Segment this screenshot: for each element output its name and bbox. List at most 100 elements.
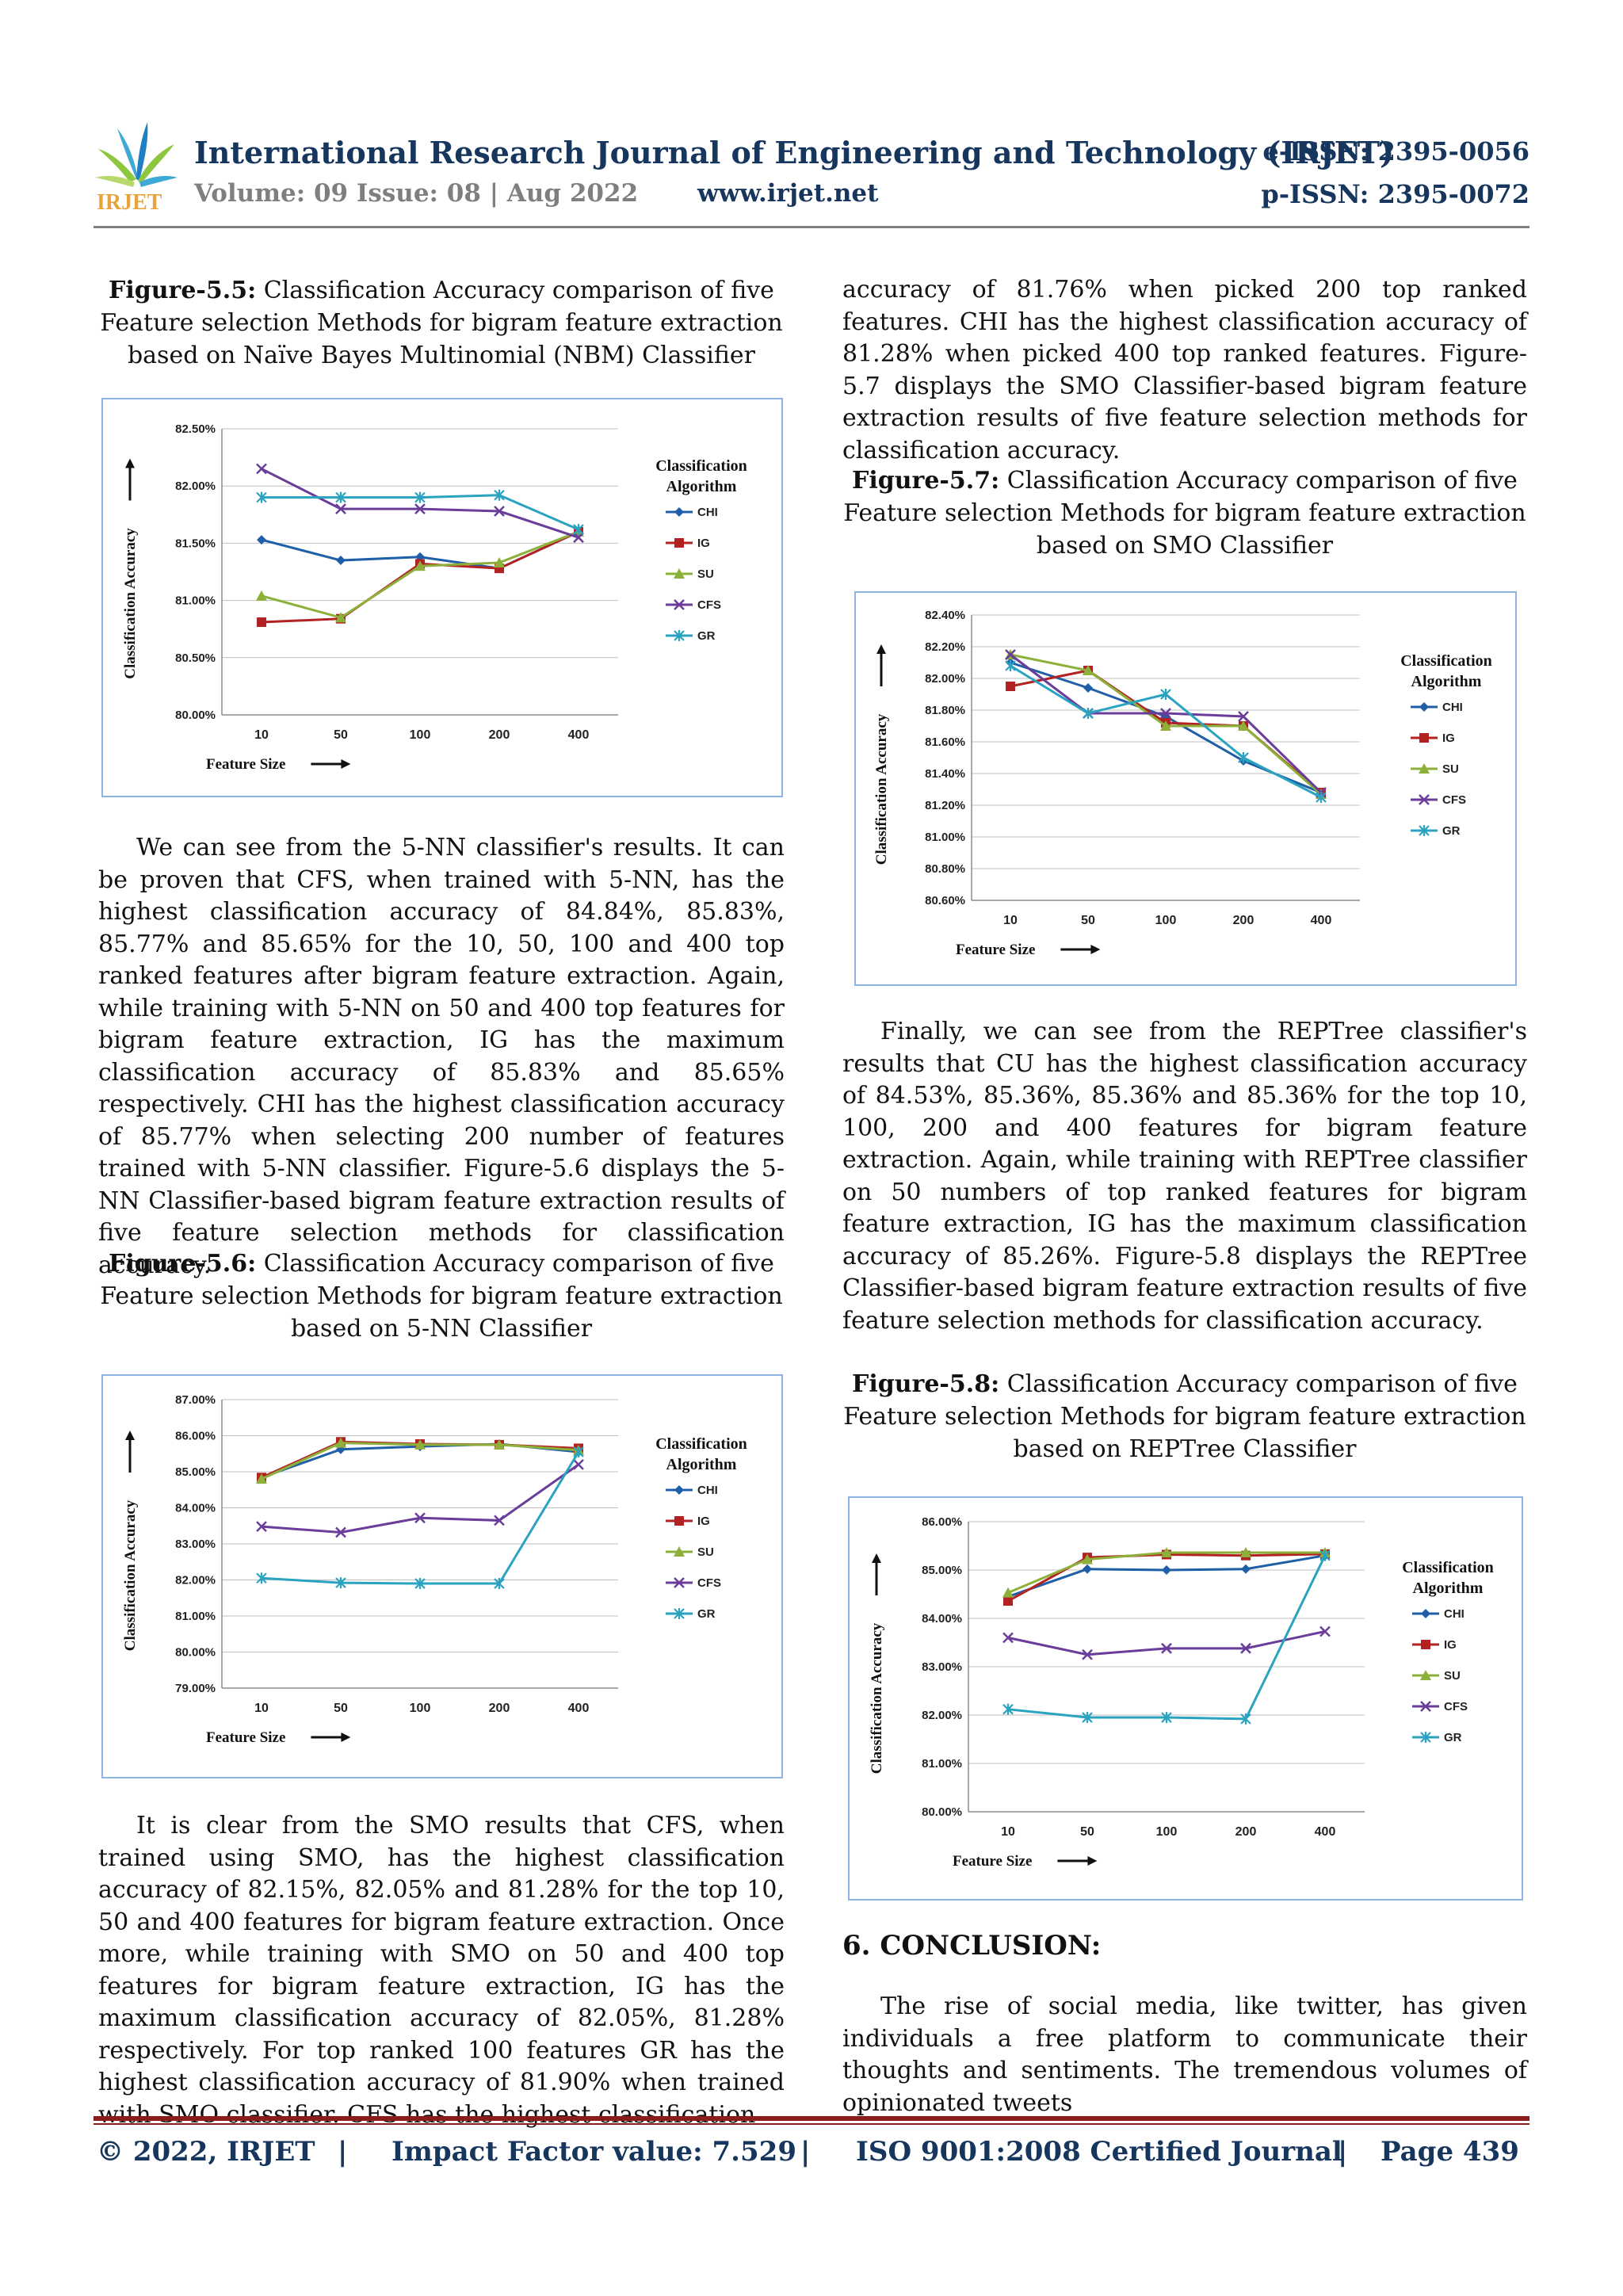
x-tick-label: 100 xyxy=(410,728,431,742)
data-point xyxy=(1241,1564,1251,1574)
data-point xyxy=(1005,660,1016,671)
legend-marker xyxy=(1420,1732,1431,1743)
data-point xyxy=(336,556,346,566)
journal-title: International Research Journal of Engine… xyxy=(194,135,1394,170)
x-tick-label: 10 xyxy=(254,1702,269,1715)
data-point xyxy=(573,1459,584,1470)
legend-marker xyxy=(1419,794,1430,805)
legend-marker xyxy=(674,1485,684,1495)
legend-marker xyxy=(674,538,684,548)
irjet-logo-graphic: IRJET xyxy=(95,122,178,215)
paragraph-5nn-results: We can see from the 5-NN classifier's re… xyxy=(98,834,785,1279)
logo-text: IRJET xyxy=(97,190,162,212)
footer-separator: | xyxy=(338,2136,348,2168)
legend-title: Algorithm xyxy=(1411,673,1482,690)
data-point xyxy=(335,1526,346,1538)
footer-copyright: © 2022, IRJET xyxy=(97,2136,315,2168)
data-point xyxy=(1083,683,1093,693)
legend-label: IG xyxy=(697,537,710,550)
line-chart-nbm: 80.00% 80.50% 81.00% 81.50% 82.00% 82.50% 10 50… xyxy=(122,422,747,773)
series-line xyxy=(261,530,579,619)
data-point xyxy=(494,489,505,501)
legend-marker xyxy=(674,1516,684,1526)
data-point xyxy=(1082,1553,1093,1564)
footer-divider-thin xyxy=(94,2123,1529,2125)
data-point xyxy=(1316,792,1327,803)
data-point xyxy=(414,1578,426,1590)
series-gr xyxy=(1002,1549,1331,1725)
legend-title: Algorithm xyxy=(1413,1580,1484,1597)
x-tick-label: 200 xyxy=(489,728,510,742)
data-point xyxy=(1161,1547,1172,1558)
y-tick-label: 81.40% xyxy=(925,767,965,781)
legend-item-chi: CHI xyxy=(1411,701,1463,714)
footer-page-number: Page 439 xyxy=(1381,2136,1519,2168)
y-tick-label: 80.00% xyxy=(922,1805,962,1819)
y-axis-label: Classification Accuracy xyxy=(869,1622,885,1774)
data-point xyxy=(414,491,426,503)
y-tick-label: 85.00% xyxy=(922,1564,962,1577)
legend-title: Classification xyxy=(1400,652,1492,670)
legend-label: CFS xyxy=(697,1576,721,1590)
legend-marker xyxy=(1420,1701,1431,1712)
legend-label: GR xyxy=(697,629,716,643)
figure-label: Figure-5.7: xyxy=(852,467,1000,495)
x-tick-label: 10 xyxy=(1001,1825,1015,1839)
data-point xyxy=(414,503,426,514)
legend-label: CHI xyxy=(1442,701,1463,714)
data-point xyxy=(1002,1703,1014,1715)
legend-title: Classification xyxy=(1402,1559,1494,1576)
data-point xyxy=(1162,1565,1171,1575)
data-point xyxy=(414,1512,426,1524)
journal-website[interactable]: www.irjet.net xyxy=(697,179,879,208)
data-point xyxy=(573,1446,584,1457)
line-chart-smo: 80.60% 80.80% 81.00% 81.20% 81.40% 81.60% 81.8… xyxy=(873,609,1492,958)
data-point xyxy=(494,1515,505,1526)
data-point xyxy=(256,590,267,601)
figure-5-8-caption: Figure-5.8: Classification Accuracy comp… xyxy=(842,1368,1527,1465)
figure-5-7-chart: 80.60% 80.80% 81.00% 81.20% 81.40% 81.60% 81.8… xyxy=(854,591,1517,986)
footer-separator: | xyxy=(1338,2136,1348,2168)
footer-impact-factor: Impact Factor value: 7.529 xyxy=(391,2136,796,2168)
data-point xyxy=(414,560,426,571)
y-tick-label: 80.50% xyxy=(175,651,216,665)
y-tick-label: 82.00% xyxy=(925,672,965,686)
legend-item-cfs: CFS xyxy=(1411,793,1466,807)
series-ig xyxy=(257,526,583,628)
legend-label: CHI xyxy=(697,506,718,519)
data-point xyxy=(335,612,346,623)
legend-item-cfs: CFS xyxy=(1412,1700,1468,1713)
series-ig xyxy=(1003,1549,1330,1606)
legend-item-su: SU xyxy=(1411,762,1459,776)
legend-item-ig: IG xyxy=(1412,1638,1457,1652)
data-point xyxy=(256,491,267,503)
data-point xyxy=(494,506,505,517)
data-point xyxy=(1083,1564,1092,1574)
legend-item-gr: GR xyxy=(1411,824,1461,838)
legend-item-chi: CHI xyxy=(666,506,718,519)
data-point xyxy=(1160,708,1171,719)
legend-title: Algorithm xyxy=(666,478,737,495)
x-axis-label: Feature Size xyxy=(953,1853,1032,1870)
legend-label: GR xyxy=(1444,1731,1462,1744)
legend-label: GR xyxy=(697,1607,716,1621)
data-point xyxy=(1240,1547,1251,1558)
legend-title: Classification xyxy=(655,1435,747,1453)
x-tick-label: 400 xyxy=(1311,914,1332,927)
legend-item-cfs: CFS xyxy=(666,1576,721,1590)
y-tick-label: 86.00% xyxy=(175,1430,216,1443)
data-point xyxy=(1319,1549,1331,1561)
y-tick-label: 81.00% xyxy=(922,1757,962,1771)
data-point xyxy=(335,503,346,514)
y-axis-label: Classification Accuracy xyxy=(873,713,890,865)
y-tick-label: 80.00% xyxy=(175,709,216,722)
legend-item-ig: IG xyxy=(1411,732,1455,745)
legend-item-gr: GR xyxy=(1412,1731,1462,1744)
y-tick-label: 84.00% xyxy=(175,1502,216,1515)
x-axis-arrowhead xyxy=(341,759,351,769)
paragraph-reptree-results: Finally, we can see from the REPTree cla… xyxy=(842,1018,1527,1335)
x-tick-label: 200 xyxy=(489,1702,510,1715)
data-point xyxy=(1003,1596,1013,1606)
data-point xyxy=(573,532,584,544)
figure-5-6-chart: 79.00% 80.00% 81.00% 82.00% 83.00% 84.00% 85.0… xyxy=(101,1374,783,1778)
